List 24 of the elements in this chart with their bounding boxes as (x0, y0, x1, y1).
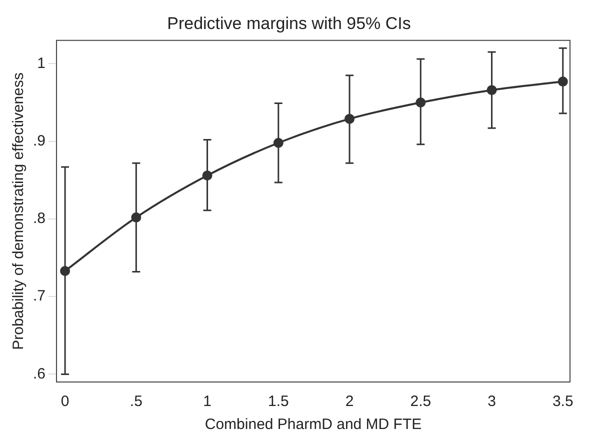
point (202, 170, 212, 180)
point (558, 76, 568, 87)
x-axis-title: Combined PharmD and MD FTE (204, 416, 422, 434)
point (486, 85, 497, 96)
x-tick-label: 2 (345, 393, 354, 410)
x-tick-label: 1 (203, 393, 212, 410)
y-axis-title: Probability of demonstrating effectiveness (10, 72, 28, 350)
chart-title: Predictive margins with 95% CIs (167, 14, 411, 33)
point (416, 98, 426, 108)
y-tick-label: .6 (32, 365, 46, 382)
y-tick-label: 1 (37, 54, 46, 72)
y-tick-label: .9 (32, 132, 46, 150)
point (273, 138, 284, 148)
point (60, 266, 70, 276)
point (131, 212, 142, 222)
x-tick-label: 3.5 (552, 393, 574, 410)
x-tick-label: 3 (488, 393, 496, 410)
x-tick-label: 0 (60, 393, 70, 410)
x-tick-label: 2.5 (410, 393, 432, 410)
x-tick-label: .5 (130, 393, 142, 410)
y-tick-label: .7 (32, 288, 46, 305)
point (344, 114, 355, 124)
y-tick-label: .8 (32, 210, 46, 228)
x-tick-label: 1.5 (268, 393, 289, 410)
